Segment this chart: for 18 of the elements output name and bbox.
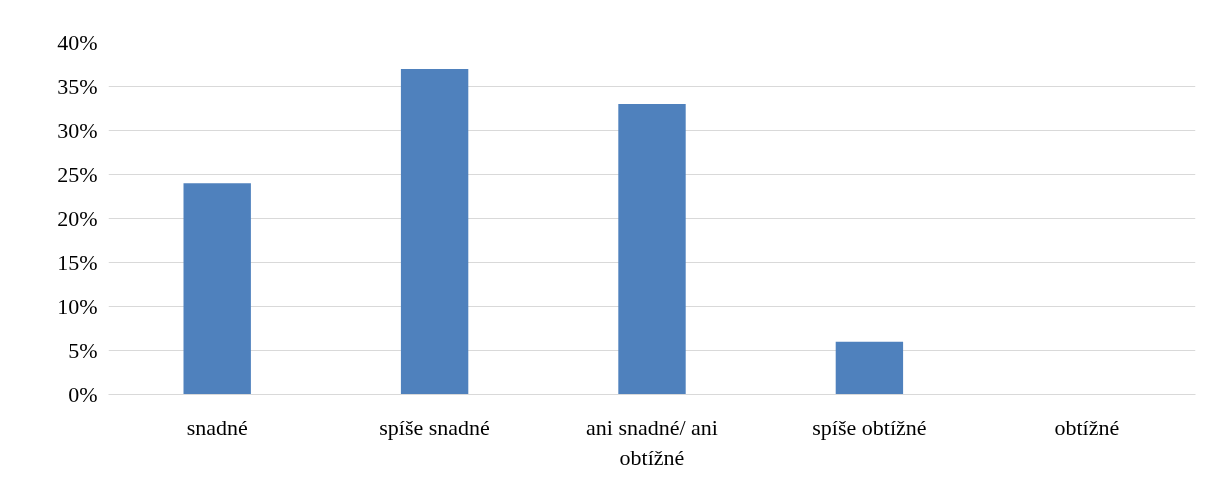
x-tick-label: spíše obtížné <box>812 414 927 440</box>
y-tick-label: 30% <box>57 118 98 143</box>
y-tick-label: 20% <box>57 206 98 231</box>
x-tick-label: spíše snadné <box>379 414 490 440</box>
x-tick-label: snadné <box>186 414 248 440</box>
bar <box>183 183 251 395</box>
y-tick-label: 25% <box>57 162 98 187</box>
bar <box>835 341 904 395</box>
y-tick-label: 10% <box>57 294 98 319</box>
y-tick-label: 15% <box>57 250 98 275</box>
x-tick-label: ani snadné/ ani obtížné <box>586 414 718 470</box>
y-tick-label: 0% <box>68 382 98 407</box>
y-tick-label: 5% <box>68 338 98 363</box>
bar <box>400 68 469 395</box>
y-tick-label: 35% <box>57 74 98 99</box>
bar <box>618 104 686 395</box>
x-tick-label: obtížné <box>1054 414 1120 440</box>
y-tick-label: 40% <box>57 30 98 55</box>
